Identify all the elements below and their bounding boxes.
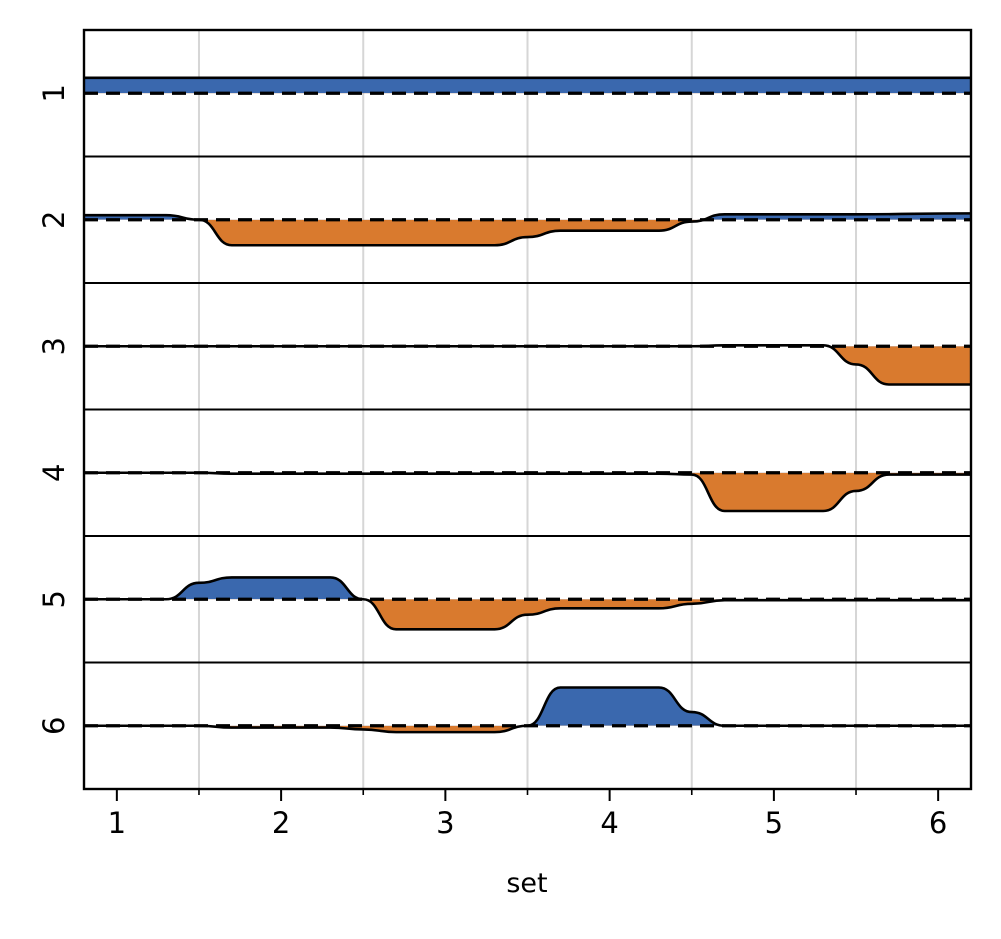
plot-frame <box>82 28 973 791</box>
y-tick-labels: 1 2 3 4 5 6 <box>37 84 71 735</box>
y-tick-label-3: 3 <box>37 337 71 355</box>
x-tick-label-2: 2 <box>272 806 290 840</box>
y-tick-label-1: 1 <box>37 84 71 102</box>
row-3-negative-area <box>84 346 971 385</box>
x-axis: 1 2 3 4 5 6 <box>108 789 947 840</box>
y-tick-label-6: 6 <box>37 717 71 735</box>
y-tick-label-5: 5 <box>37 590 71 608</box>
row-4 <box>84 471 971 513</box>
x-axis-label: set <box>506 868 547 899</box>
x-tick-label-4: 4 <box>600 806 618 840</box>
row-6-curve <box>84 686 971 734</box>
row-5 <box>84 576 971 631</box>
row-3-curve <box>84 344 971 386</box>
x-tick-label-1: 1 <box>108 806 126 840</box>
row-2-curve <box>84 212 971 247</box>
row-1 <box>84 76 971 95</box>
x-tick-label-3: 3 <box>436 806 454 840</box>
x-tick-label-5: 5 <box>765 806 783 840</box>
y-tick-label-2: 2 <box>37 211 71 229</box>
row-4-curve <box>84 471 971 513</box>
ridge-rows <box>84 76 971 734</box>
row-3 <box>84 344 971 386</box>
row-1-positive-area <box>84 77 971 94</box>
row-2-negative-area <box>84 219 971 246</box>
row-5-positive-area <box>84 577 971 600</box>
y-tick-label-4: 4 <box>37 464 71 482</box>
row-5-curve <box>84 576 971 631</box>
row-2 <box>84 212 971 247</box>
row-6 <box>84 686 971 734</box>
x-tick-label-6: 6 <box>929 806 947 840</box>
row-4-negative-area <box>84 472 971 511</box>
